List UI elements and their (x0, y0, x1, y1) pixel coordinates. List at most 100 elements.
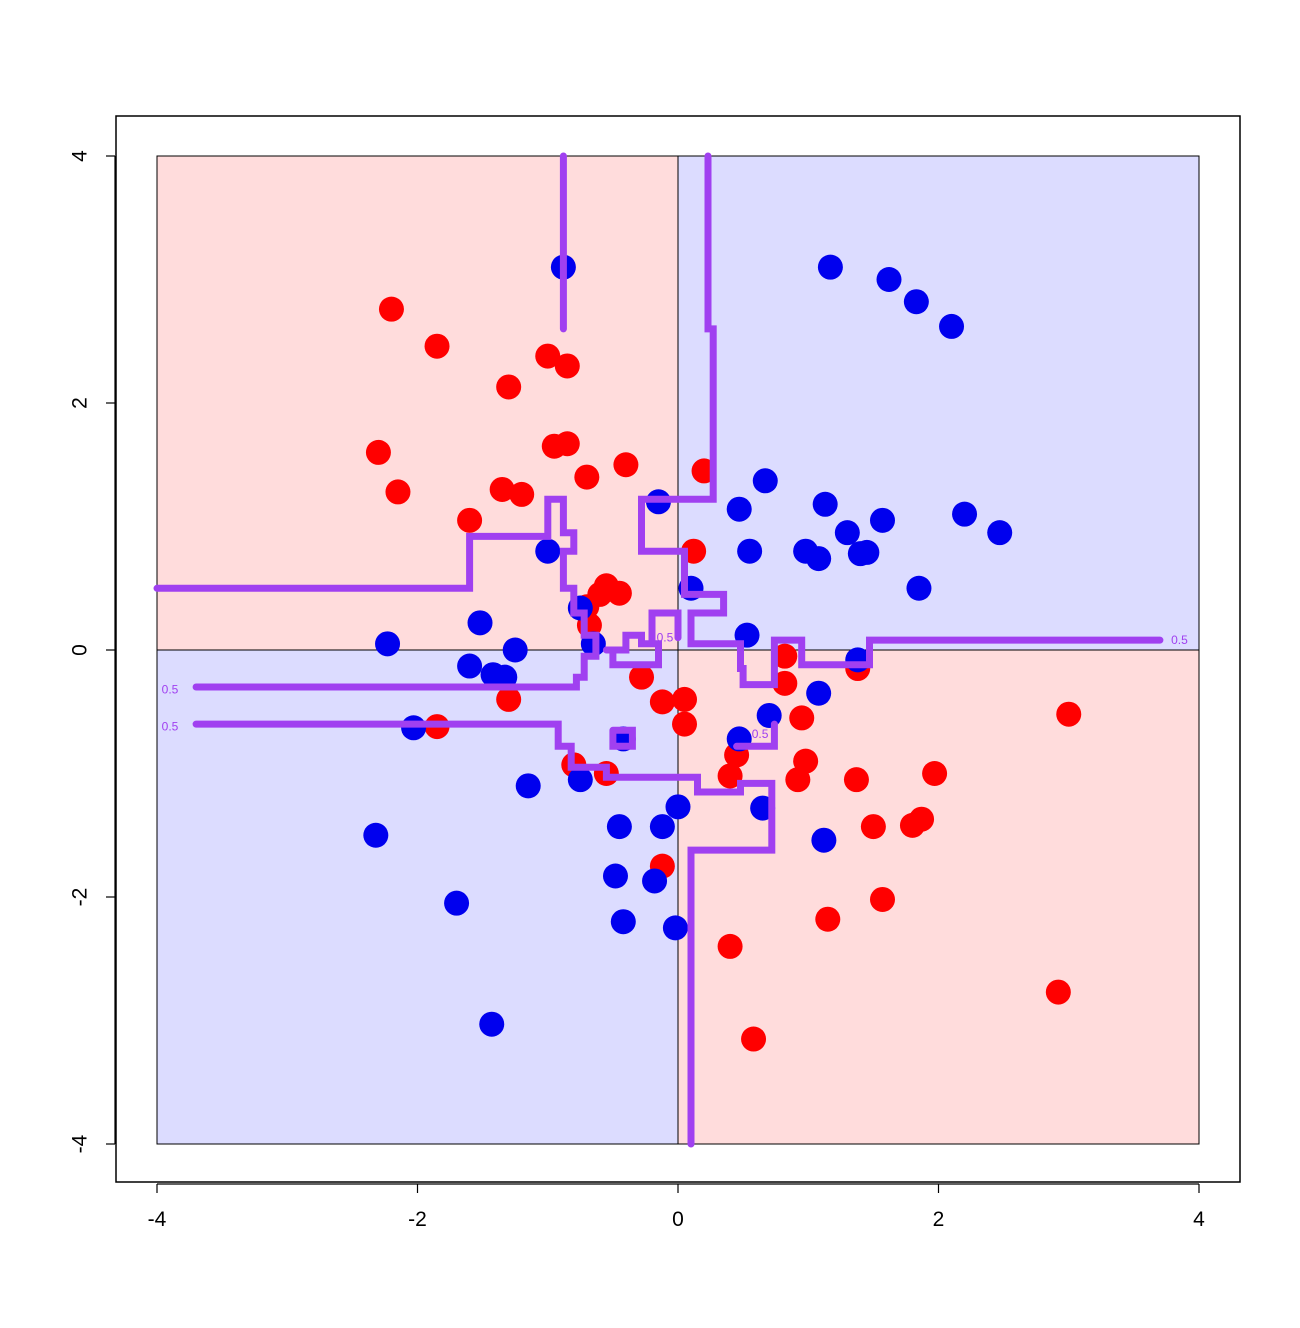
point-blue (662, 915, 688, 941)
decision-boundary-segment (609, 726, 636, 750)
region-bottom-right-red (678, 650, 1199, 1144)
point-blue (649, 814, 675, 840)
y-tick-label: 4 (69, 150, 92, 162)
point-blue (811, 827, 837, 853)
y-axis: -4 -2 0 2 4 (69, 150, 116, 1153)
point-blue (726, 496, 752, 522)
point-blue (642, 868, 668, 894)
point-blue (363, 822, 389, 848)
region-top-left-red (157, 156, 678, 650)
point-blue (834, 520, 860, 546)
point-red (741, 1026, 767, 1052)
point-red (843, 767, 869, 793)
boundary-label: 0.5 (1171, 633, 1188, 647)
point-red (772, 643, 798, 669)
point-red (424, 333, 450, 359)
point-red (815, 906, 841, 932)
x-axis: -4 -2 0 2 4 (148, 1183, 1205, 1231)
boundary-label: 0.5 (162, 720, 179, 734)
boundary-label: 0.5 (162, 683, 179, 697)
point-blue (467, 610, 493, 636)
point-red (365, 439, 391, 465)
point-blue (812, 491, 838, 517)
point-red (535, 343, 561, 369)
point-blue (854, 539, 880, 565)
point-red (1045, 979, 1071, 1005)
point-red (789, 705, 815, 731)
point-red (772, 670, 798, 696)
boundary-label: 0.5 (657, 631, 674, 645)
x-tick-label: -4 (148, 1208, 167, 1231)
point-blue (502, 637, 528, 663)
point-blue (375, 631, 401, 657)
point-red (613, 452, 639, 478)
point-red (869, 886, 895, 912)
point-red (574, 464, 600, 490)
decision-boundary-segment (192, 720, 776, 1148)
point-blue (610, 909, 636, 935)
point-blue (535, 538, 561, 564)
decision-boundary-segment (733, 720, 778, 750)
point-blue (817, 254, 843, 280)
point-red (717, 933, 743, 959)
point-red (509, 481, 535, 507)
point-red (378, 296, 404, 322)
point-blue (479, 1011, 505, 1037)
point-red (496, 686, 522, 712)
point-blue (939, 313, 965, 339)
point-red (606, 580, 632, 606)
point-red (860, 814, 886, 840)
decision-boundary-segment (648, 609, 682, 644)
point-red (457, 507, 483, 533)
point-blue (756, 702, 782, 728)
x-tick-label: 4 (1193, 1208, 1205, 1231)
point-blue (806, 680, 832, 706)
point-red (554, 353, 580, 379)
point-blue (606, 814, 632, 840)
point-red (672, 686, 698, 712)
point-blue (602, 863, 628, 889)
decision-boundary-segment (638, 152, 1164, 689)
point-blue (492, 664, 518, 690)
y-tick-label: 2 (69, 397, 92, 409)
decision-boundary-layer (153, 152, 1164, 1148)
point-red (496, 374, 522, 400)
decision-boundary-segment (153, 495, 600, 691)
point-blue (401, 715, 427, 741)
point-blue (665, 794, 691, 820)
point-blue (806, 546, 832, 572)
x-tick-label: -2 (408, 1208, 427, 1231)
point-red (649, 689, 675, 715)
point-blue (952, 501, 978, 527)
figure-frame (115, 115, 1241, 1183)
point-red (672, 711, 698, 737)
point-layer (363, 254, 1082, 1052)
boundary-label: 0.5 (752, 727, 769, 741)
x-tick-label: 2 (933, 1208, 945, 1231)
y-tick-label: 0 (69, 644, 92, 656)
decision-boundary-segment (602, 631, 662, 669)
region-layer (156, 155, 1200, 1145)
x-tick-label: 0 (672, 1208, 684, 1231)
point-blue (752, 468, 778, 494)
point-red (629, 664, 655, 690)
point-blue (737, 538, 763, 564)
region-top-right-blue (678, 156, 1199, 650)
point-red (785, 767, 811, 793)
point-blue (876, 267, 902, 292)
y-tick-label: -4 (69, 1134, 92, 1153)
y-tick-label: -2 (69, 888, 92, 907)
point-red (717, 763, 743, 789)
point-blue (444, 890, 470, 916)
point-red (554, 431, 580, 457)
quadrant-axis-lines (157, 156, 1199, 1144)
point-blue (903, 289, 929, 315)
point-blue (567, 767, 593, 793)
point-blue (515, 773, 541, 799)
boundary-label-layer: 0.5 0.5 0.5 0.5 0.5 (162, 631, 1188, 741)
point-blue (906, 575, 932, 601)
point-blue (987, 520, 1013, 546)
point-blue (457, 653, 483, 679)
point-red (922, 761, 948, 786)
